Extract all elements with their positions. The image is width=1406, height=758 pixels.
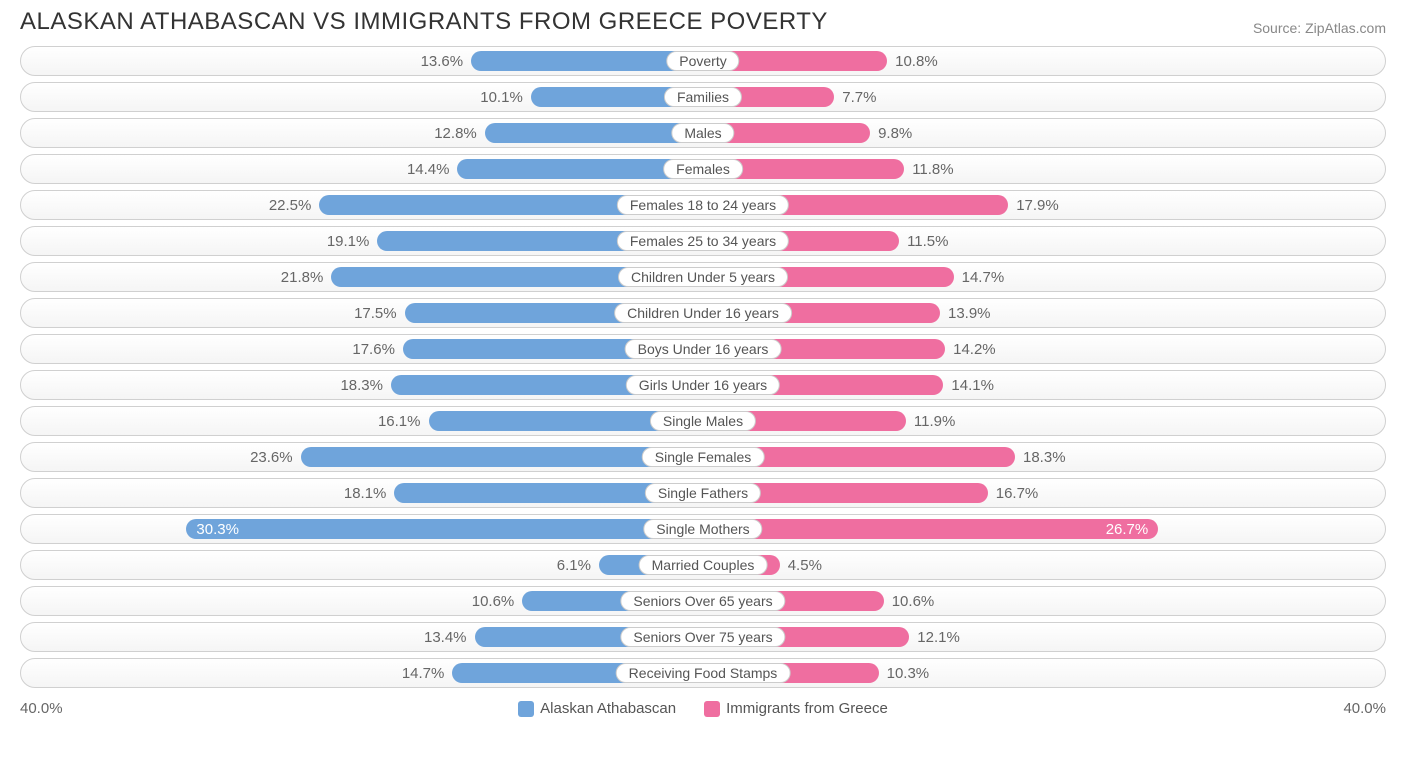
chart-row: 14.4% 11.8% Females [20, 154, 1386, 184]
value-left: 30.3% [186, 515, 703, 543]
category-label: Girls Under 16 years [626, 375, 780, 395]
chart-row: 6.1% 4.5% Married Couples [20, 550, 1386, 580]
legend-swatch-left [518, 701, 534, 717]
chart-row: 30.3%26.7%Single Mothers [20, 514, 1386, 544]
chart-row: 18.3% 14.1% Girls Under 16 years [20, 370, 1386, 400]
legend-label-right: Immigrants from Greece [726, 700, 888, 717]
chart-row: 17.6% 14.2% Boys Under 16 years [20, 334, 1386, 364]
chart-row: 21.8% 14.7% Children Under 5 years [20, 262, 1386, 292]
axis-max-right: 40.0% [1343, 700, 1386, 717]
value-right: 4.5% [780, 551, 822, 579]
chart-row: 17.5% 13.9% Children Under 16 years [20, 298, 1386, 328]
category-label: Single Females [642, 447, 765, 467]
chart-source: Source: ZipAtlas.com [1253, 20, 1386, 36]
value-right: 11.5% [899, 227, 948, 255]
value-left: 17.6% [352, 335, 403, 363]
value-left: 18.1% [344, 479, 395, 507]
value-right: 14.7% [954, 263, 1005, 291]
value-left: 19.1% [327, 227, 378, 255]
bar-left [485, 123, 703, 143]
value-right: 14.1% [943, 371, 994, 399]
chart-header: ALASKAN ATHABASCAN VS IMMIGRANTS FROM GR… [0, 0, 1406, 46]
chart-row: 18.1% 16.7% Single Fathers [20, 478, 1386, 508]
category-label: Females [663, 159, 743, 179]
category-label: Seniors Over 75 years [620, 627, 785, 647]
value-left: 10.1% [480, 83, 531, 111]
value-right: 11.9% [906, 407, 955, 435]
chart-title: ALASKAN ATHABASCAN VS IMMIGRANTS FROM GR… [20, 8, 828, 36]
legend-swatch-right [704, 701, 720, 717]
category-label: Single Mothers [643, 519, 762, 539]
category-label: Females 25 to 34 years [617, 231, 789, 251]
chart-row: 23.6% 18.3% Single Females [20, 442, 1386, 472]
value-left: 13.4% [424, 623, 475, 651]
chart-row: 16.1% 11.9% Single Males [20, 406, 1386, 436]
value-right: 11.8% [904, 155, 953, 183]
value-right: 12.1% [909, 623, 960, 651]
category-label: Males [671, 123, 734, 143]
value-left: 13.6% [421, 47, 472, 75]
category-label: Married Couples [639, 555, 768, 575]
value-right: 13.9% [940, 299, 991, 327]
chart-row: 12.8% 9.8% Males [20, 118, 1386, 148]
value-right: 18.3% [1015, 443, 1066, 471]
value-left: 14.4% [407, 155, 458, 183]
chart-row: 19.1% 11.5% Females 25 to 34 years [20, 226, 1386, 256]
value-left: 12.8% [434, 119, 485, 147]
value-right: 16.7% [988, 479, 1039, 507]
chart-area: 13.6% 10.8% Poverty 10.1% 7.7% Families 12.8% 9… [0, 46, 1406, 698]
category-label: Single Males [650, 411, 756, 431]
value-right: 7.7% [834, 83, 876, 111]
value-left: 17.5% [354, 299, 405, 327]
chart-footer: 40.0% Alaskan Athabascan Immigrants from… [0, 698, 1406, 727]
chart-row: 14.7% 10.3% Receiving Food Stamps [20, 658, 1386, 688]
value-right: 9.8% [870, 119, 912, 147]
value-left: 23.6% [250, 443, 301, 471]
chart-row: 13.6% 10.8% Poverty [20, 46, 1386, 76]
value-left: 6.1% [557, 551, 599, 579]
category-label: Receiving Food Stamps [616, 663, 791, 683]
category-label: Children Under 5 years [618, 267, 788, 287]
chart-row: 10.1% 7.7% Families [20, 82, 1386, 112]
chart-row: 22.5% 17.9% Females 18 to 24 years [20, 190, 1386, 220]
value-left: 18.3% [340, 371, 391, 399]
chart-row: 13.4% 12.1% Seniors Over 75 years [20, 622, 1386, 652]
category-label: Boys Under 16 years [625, 339, 782, 359]
value-right: 26.7% [703, 515, 1158, 543]
category-label: Single Fathers [645, 483, 761, 503]
legend-label-left: Alaskan Athabascan [540, 700, 676, 717]
value-right: 10.3% [879, 659, 930, 687]
value-right: 10.8% [887, 47, 938, 75]
value-right: 14.2% [945, 335, 996, 363]
category-label: Females 18 to 24 years [617, 195, 789, 215]
category-label: Families [664, 87, 742, 107]
category-label: Children Under 16 years [614, 303, 792, 323]
category-label: Poverty [666, 51, 739, 71]
value-left: 16.1% [378, 407, 429, 435]
value-left: 22.5% [269, 191, 320, 219]
value-left: 21.8% [281, 263, 332, 291]
value-left: 10.6% [472, 587, 523, 615]
value-right: 10.6% [884, 587, 935, 615]
value-right: 17.9% [1008, 191, 1059, 219]
chart-row: 10.6% 10.6% Seniors Over 65 years [20, 586, 1386, 616]
category-label: Seniors Over 65 years [620, 591, 785, 611]
legend-item-right: Immigrants from Greece [704, 700, 888, 717]
value-left: 14.7% [402, 659, 453, 687]
legend: Alaskan Athabascan Immigrants from Greec… [518, 700, 888, 717]
legend-item-left: Alaskan Athabascan [518, 700, 676, 717]
axis-max-left: 40.0% [20, 700, 63, 717]
